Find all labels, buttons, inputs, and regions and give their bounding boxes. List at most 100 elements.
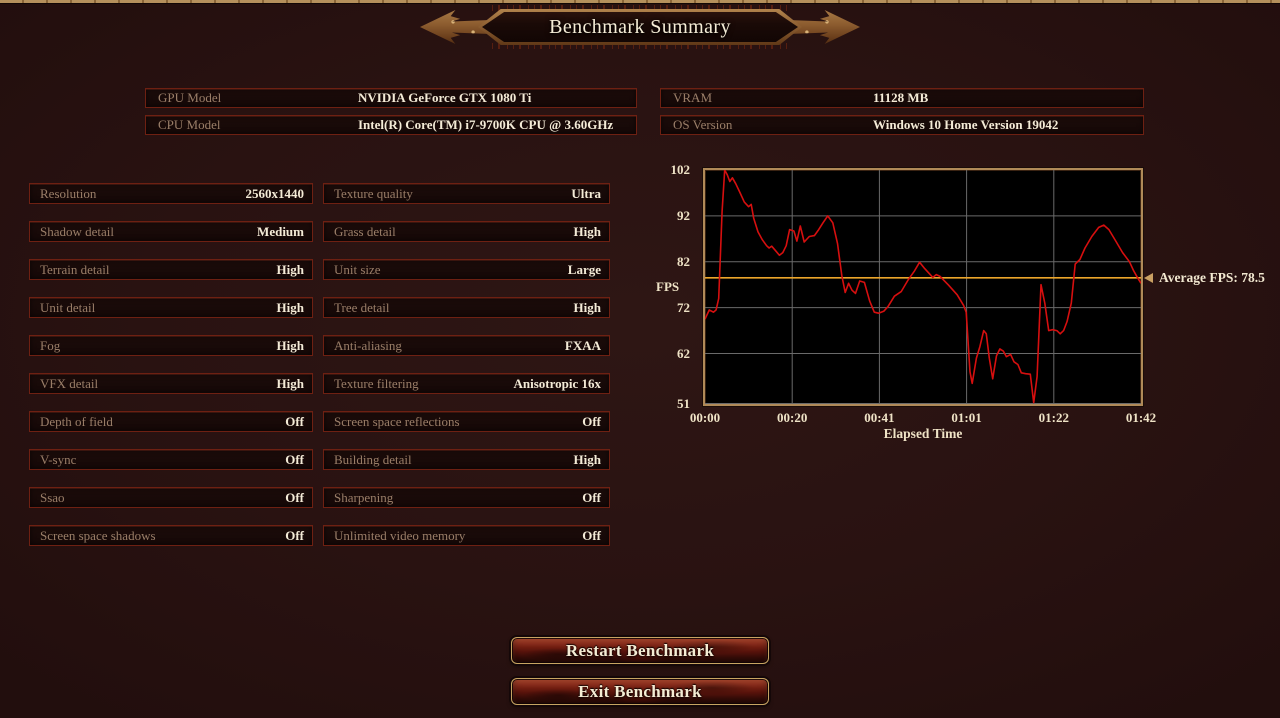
setting-row: Building detail High [323, 449, 610, 470]
field-label: Tree detail [334, 299, 390, 315]
setting-row: Ssao Off [29, 487, 313, 508]
field-label: Shadow detail [40, 223, 115, 239]
exit-benchmark-label: Exit Benchmark [578, 681, 702, 701]
average-fps-callout: Average FPS: 78.5 [1144, 269, 1265, 287]
setting-row: VFX detail High [29, 373, 313, 394]
field-value: High [276, 337, 304, 353]
system-info-left-column: GPU Model NVIDIA GeForce GTX 1080 Ti CPU M… [145, 88, 637, 142]
x-tick-label: 00:41 [864, 410, 895, 425]
y-tick-label: 92 [677, 207, 690, 223]
field-value: High [276, 299, 304, 315]
y-tick-label: 102 [670, 162, 691, 177]
setting-row: Screen space shadows Off [29, 525, 313, 546]
field-label: Depth of field [40, 413, 113, 429]
system-info-row: CPU Model Intel(R) Core(TM) i7-9700K CPU … [145, 115, 637, 135]
field-label: Grass detail [334, 223, 396, 239]
y-tick-label: 72 [677, 299, 690, 315]
field-value: High [573, 451, 601, 467]
banner: Benchmark Summary [420, 5, 860, 49]
top-decorative-strip [0, 0, 1280, 4]
field-label: Texture quality [334, 185, 413, 201]
system-info-row: OS Version Windows 10 Home Version 19042 [660, 115, 1144, 135]
setting-row: V-sync Off [29, 449, 313, 470]
field-label: OS Version [673, 117, 733, 132]
field-value: Off [582, 413, 601, 429]
system-info-row: GPU Model NVIDIA GeForce GTX 1080 Ti [145, 88, 637, 108]
field-label: GPU Model [158, 90, 222, 105]
field-label: Unlimited video memory [334, 527, 466, 543]
field-label: Ssao [40, 489, 65, 505]
x-tick-label: 01:22 [1038, 410, 1069, 425]
setting-row: Unit detail High [29, 297, 313, 318]
field-value: High [573, 223, 601, 239]
setting-row: Depth of field Off [29, 411, 313, 432]
x-tick-label: 00:00 [689, 410, 721, 425]
banner-drips-top [492, 5, 788, 11]
chart-x-axis-ticks: 00:00 00:20 00:41 01:01 01:22 01:42 [690, 410, 1156, 426]
average-arrow-icon [1144, 273, 1153, 283]
field-value: NVIDIA GeForce GTX 1080 Ti [358, 90, 532, 105]
field-value: Off [285, 413, 304, 429]
field-value: 11128 MB [873, 90, 929, 105]
y-tick-label: 51 [677, 396, 690, 411]
setting-row: Anti-aliasing FXAA [323, 335, 610, 356]
settings-left-column: Resolution 2560x1440 Shadow detail Medium Te… [29, 183, 313, 563]
x-tick-label: 00:20 [777, 410, 808, 425]
field-label: CPU Model [158, 117, 221, 132]
banner-plaque: Benchmark Summary [478, 9, 802, 45]
field-value: Off [285, 451, 304, 467]
field-value: Off [285, 527, 304, 543]
fps-line [705, 170, 1141, 404]
restart-benchmark-button[interactable]: Restart Benchmark [511, 637, 769, 664]
setting-row: Texture quality Ultra [323, 183, 610, 204]
chart-y-axis-ticks: 102 92 82 72 62 51 [646, 162, 696, 411]
field-value: Anisotropic 16x [513, 375, 601, 391]
field-label: Sharpening [334, 489, 394, 505]
setting-row: Terrain detail High [29, 259, 313, 280]
setting-row: Unlimited video memory Off [323, 525, 610, 546]
y-tick-label: 62 [677, 345, 690, 361]
field-value: Off [582, 489, 601, 505]
field-label: Fog [40, 337, 61, 353]
chart-y-axis-label: FPS [656, 279, 680, 294]
field-value: High [276, 375, 304, 391]
setting-row: Screen space reflections Off [323, 411, 610, 432]
restart-benchmark-label: Restart Benchmark [565, 640, 715, 660]
field-value: Large [567, 261, 601, 277]
field-value: Off [285, 489, 304, 505]
setting-row: Grass detail High [323, 221, 610, 242]
field-label: Unit detail [40, 299, 96, 315]
fps-chart [703, 168, 1143, 406]
field-label: Terrain detail [40, 261, 110, 277]
field-label: Resolution [40, 185, 97, 201]
setting-row: Tree detail High [323, 297, 610, 318]
field-value: Medium [257, 223, 304, 239]
system-info-row: VRAM 11128 MB [660, 88, 1144, 108]
setting-row: Resolution 2560x1440 [29, 183, 313, 204]
exit-benchmark-button[interactable]: Exit Benchmark [511, 678, 769, 705]
field-label: Unit size [334, 261, 381, 277]
banner-drips-bottom [492, 43, 788, 49]
field-label: Building detail [334, 451, 412, 467]
field-label: VFX detail [40, 375, 99, 391]
field-label: VRAM [673, 90, 713, 105]
field-label: Texture filtering [334, 375, 419, 391]
setting-row: Unit size Large [323, 259, 610, 280]
x-tick-label: 01:01 [951, 410, 982, 425]
field-value: High [573, 299, 601, 315]
field-label: Anti-aliasing [334, 337, 402, 353]
setting-row: Sharpening Off [323, 487, 610, 508]
field-value: FXAA [564, 337, 601, 353]
field-value: Off [582, 527, 601, 543]
setting-row: Fog High [29, 335, 313, 356]
page-title: Benchmark Summary [549, 15, 731, 38]
field-value: 2560x1440 [245, 185, 305, 201]
settings-right-column: Texture quality Ultra Grass detail High Unit… [323, 183, 610, 563]
field-label: V-sync [40, 451, 77, 467]
fps-chart-canvas [705, 170, 1141, 404]
field-value: Intel(R) Core(TM) i7-9700K CPU @ 3.60GHz [358, 117, 614, 132]
y-tick-label: 82 [677, 253, 690, 269]
x-tick-label: 01:42 [1125, 410, 1157, 425]
field-label: Screen space reflections [334, 413, 460, 429]
